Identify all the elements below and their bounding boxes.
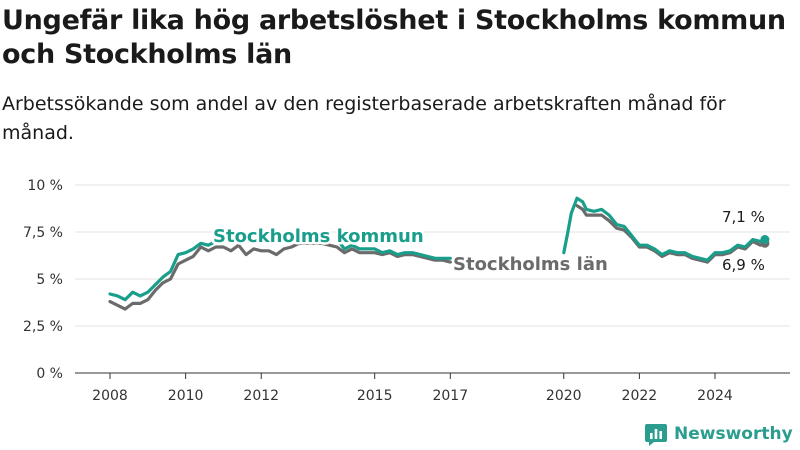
- series-line-kommun: [562, 196, 767, 262]
- chart-subtitle: Arbetssökande som andel av den registerb…: [2, 93, 726, 144]
- series-line-lan: [108, 241, 452, 311]
- brand: Newsworthy: [644, 419, 793, 449]
- series-label-lan: Stockholms län: [453, 254, 608, 275]
- y-tick-label: 10 %: [27, 178, 63, 194]
- y-tick-labels: 0 % 2,5 % 5 % 7,5 % 10 %: [23, 178, 63, 382]
- x-tick-label: 2017: [432, 388, 468, 404]
- x-tick-label: 2022: [622, 388, 658, 404]
- brand-name: Newsworthy: [674, 424, 793, 444]
- end-label-lan: 6,9 %: [722, 256, 765, 274]
- x-tick-label: 2015: [357, 388, 393, 404]
- x-tick-label: 2008: [92, 388, 128, 404]
- end-label-kommun: 7,1 %: [722, 208, 765, 226]
- x-axis: 2008 2010 2012 2015 2017 2020 2022 2024: [75, 372, 790, 404]
- end-marker-kommun: [760, 235, 770, 245]
- y-tick-label: 0 %: [36, 366, 63, 382]
- x-tick-label: 2024: [697, 388, 733, 404]
- series-lines: [108, 196, 767, 311]
- bar-chart-logo-icon: [645, 424, 667, 446]
- end-markers: [760, 235, 770, 248]
- y-tick-label: 7,5 %: [23, 225, 63, 241]
- x-tick-label: 2010: [168, 388, 204, 404]
- series-label-kommun: Stockholms kommun: [213, 226, 424, 247]
- gridlines: [75, 184, 790, 327]
- chart-title: Ungefär lika hög arbetslöshet i Stockhol…: [2, 5, 786, 70]
- y-tick-label: 2,5 %: [23, 319, 63, 335]
- series-line-kommun: [337, 239, 452, 260]
- x-tick-label: 2020: [546, 388, 582, 404]
- y-tick-label: 5 %: [36, 272, 63, 288]
- series-line-kommun: [108, 236, 225, 302]
- x-tick-label: 2012: [243, 388, 279, 404]
